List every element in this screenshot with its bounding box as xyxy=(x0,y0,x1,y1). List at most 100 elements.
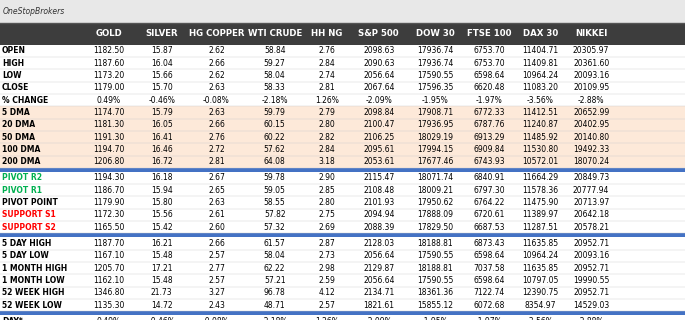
Text: -2.09%: -2.09% xyxy=(365,96,393,105)
Text: 6598.64: 6598.64 xyxy=(473,71,505,80)
Text: 20713.97: 20713.97 xyxy=(573,198,609,207)
Text: 17590.55: 17590.55 xyxy=(416,251,453,260)
Text: 200 DMA: 200 DMA xyxy=(2,157,40,166)
Text: 20652.99: 20652.99 xyxy=(573,108,609,117)
Text: 6072.68: 6072.68 xyxy=(473,300,505,309)
Text: DOW 30: DOW 30 xyxy=(416,29,454,38)
Text: 20777.94: 20777.94 xyxy=(573,186,610,195)
Text: 2.79: 2.79 xyxy=(319,108,335,117)
Text: 15.66: 15.66 xyxy=(151,71,173,80)
Text: 2134.71: 2134.71 xyxy=(363,288,395,297)
Text: -0.08%: -0.08% xyxy=(203,317,230,320)
Text: 2.63: 2.63 xyxy=(208,108,225,117)
Text: 18361.36: 18361.36 xyxy=(417,288,453,297)
Bar xyxy=(0,274,685,286)
Text: 6720.61: 6720.61 xyxy=(473,211,505,220)
Text: 2.57: 2.57 xyxy=(208,276,225,285)
Text: 1 MONTH LOW: 1 MONTH LOW xyxy=(2,276,64,285)
Text: 20849.73: 20849.73 xyxy=(573,173,609,182)
Text: 58.84: 58.84 xyxy=(264,46,286,55)
Text: PIVOT R2: PIVOT R2 xyxy=(2,173,42,182)
Text: 1179.00: 1179.00 xyxy=(93,84,125,92)
Text: 15.48: 15.48 xyxy=(151,276,173,285)
Bar xyxy=(0,156,685,168)
Text: 2.59: 2.59 xyxy=(319,276,335,285)
Text: 2.67: 2.67 xyxy=(208,173,225,182)
Text: 19492.33: 19492.33 xyxy=(573,145,609,154)
Text: 1194.70: 1194.70 xyxy=(93,145,125,154)
Text: 1205.70: 1205.70 xyxy=(93,264,125,273)
Text: 20109.95: 20109.95 xyxy=(573,84,609,92)
Text: 6764.22: 6764.22 xyxy=(473,198,505,207)
Text: 2115.47: 2115.47 xyxy=(363,173,395,182)
Text: 2088.39: 2088.39 xyxy=(363,223,395,232)
Text: 17.21: 17.21 xyxy=(151,264,173,273)
Text: 100 DMA: 100 DMA xyxy=(2,145,40,154)
Text: 17888.09: 17888.09 xyxy=(417,211,453,220)
Bar xyxy=(0,221,685,233)
Text: 8354.97: 8354.97 xyxy=(525,300,556,309)
Text: -2.09%: -2.09% xyxy=(365,317,393,320)
Text: 57.32: 57.32 xyxy=(264,223,286,232)
Text: 2.43: 2.43 xyxy=(208,300,225,309)
Text: 2.60: 2.60 xyxy=(208,223,225,232)
Text: 1165.50: 1165.50 xyxy=(93,223,125,232)
Text: OneStopBrokers: OneStopBrokers xyxy=(3,7,65,16)
Text: 5 DMA: 5 DMA xyxy=(2,108,30,117)
Text: -0.46%: -0.46% xyxy=(148,96,175,105)
Text: 18188.81: 18188.81 xyxy=(417,239,453,248)
Text: 59.05: 59.05 xyxy=(264,186,286,195)
Text: 52 WEEK LOW: 52 WEEK LOW xyxy=(2,300,62,309)
Text: 2.63: 2.63 xyxy=(208,84,225,92)
Text: 2100.47: 2100.47 xyxy=(363,120,395,129)
Text: 2.76: 2.76 xyxy=(319,46,335,55)
Bar xyxy=(0,57,685,69)
Text: 11635.85: 11635.85 xyxy=(523,239,558,248)
Text: 2.76: 2.76 xyxy=(208,133,225,142)
Text: 10572.01: 10572.01 xyxy=(523,157,558,166)
Text: 59.79: 59.79 xyxy=(264,108,286,117)
Text: 11635.85: 11635.85 xyxy=(523,264,558,273)
Text: 17936.74: 17936.74 xyxy=(416,46,453,55)
Text: 17936.74: 17936.74 xyxy=(416,59,453,68)
Text: 15.79: 15.79 xyxy=(151,108,173,117)
Bar xyxy=(0,69,685,82)
Text: 2056.64: 2056.64 xyxy=(363,71,395,80)
Text: 16.21: 16.21 xyxy=(151,239,173,248)
Text: 61.57: 61.57 xyxy=(264,239,286,248)
Text: 18070.24: 18070.24 xyxy=(573,157,609,166)
Text: 2095.61: 2095.61 xyxy=(363,145,395,154)
Text: SILVER: SILVER xyxy=(145,29,178,38)
Text: SUPPORT S1: SUPPORT S1 xyxy=(2,211,55,220)
Text: 59.78: 59.78 xyxy=(264,173,286,182)
Text: 10797.05: 10797.05 xyxy=(522,276,559,285)
Bar xyxy=(0,299,685,311)
Text: 2.81: 2.81 xyxy=(319,84,335,92)
Text: 2094.94: 2094.94 xyxy=(363,211,395,220)
Text: 2.66: 2.66 xyxy=(208,120,225,129)
Text: 1191.30: 1191.30 xyxy=(93,133,125,142)
Text: HG COPPER: HG COPPER xyxy=(188,29,245,38)
Text: % CHANGE: % CHANGE xyxy=(2,96,49,105)
Text: 64.08: 64.08 xyxy=(264,157,286,166)
Text: 15.87: 15.87 xyxy=(151,46,173,55)
Text: 1174.70: 1174.70 xyxy=(93,108,125,117)
Text: 2108.48: 2108.48 xyxy=(363,186,395,195)
Text: 2098.84: 2098.84 xyxy=(363,108,395,117)
Text: 11412.51: 11412.51 xyxy=(523,108,558,117)
Bar xyxy=(0,172,685,184)
Text: 1172.30: 1172.30 xyxy=(93,211,125,220)
Bar xyxy=(0,250,685,262)
Text: 20093.16: 20093.16 xyxy=(573,251,609,260)
Text: 16.41: 16.41 xyxy=(151,133,173,142)
Text: 2.57: 2.57 xyxy=(208,251,225,260)
Text: 50 DMA: 50 DMA xyxy=(2,133,35,142)
Text: 2.77: 2.77 xyxy=(208,264,225,273)
Text: 6909.84: 6909.84 xyxy=(473,145,505,154)
Text: 58.04: 58.04 xyxy=(264,251,286,260)
Bar xyxy=(0,45,685,57)
Text: 20 DMA: 20 DMA xyxy=(2,120,35,129)
Text: 11664.29: 11664.29 xyxy=(523,173,558,182)
Text: 2.80: 2.80 xyxy=(319,120,335,129)
Text: 15.48: 15.48 xyxy=(151,251,173,260)
